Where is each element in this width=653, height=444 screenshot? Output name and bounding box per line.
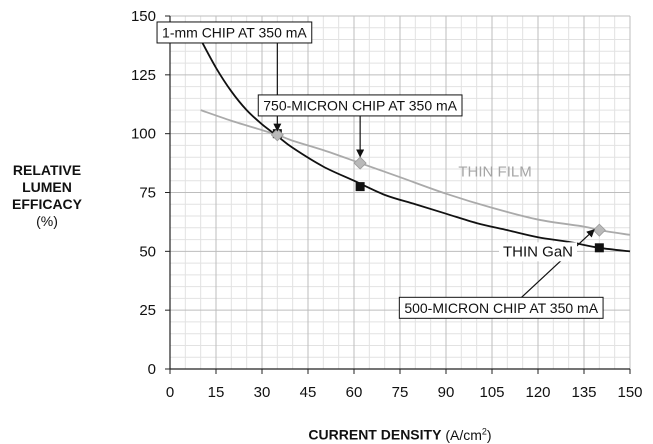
marker-thin-film: [270, 128, 284, 142]
x-tick-label: 45: [300, 384, 317, 401]
x-axis-title: CURRENT DENSITY (A/cm2): [170, 426, 630, 443]
annotation-label: 750-MICRON CHIP AT 350 mA: [263, 97, 457, 113]
x-axis-unit-prefix: (A/cm: [445, 426, 482, 443]
x-tick-label: 75: [392, 384, 409, 401]
x-axis-unit-suffix: ): [486, 426, 492, 443]
y-axis-title: RELATIVE LUMEN EFFICACY (%): [0, 162, 94, 230]
series-label-thin-film-group: THIN FILM: [458, 163, 531, 180]
y-tick-label: 0: [148, 361, 156, 378]
marker-thin-gan: [355, 182, 365, 192]
marker-thin-film: [353, 156, 367, 170]
x-tick-label: 15: [208, 384, 225, 401]
annotations: 1-mm CHIP AT 350 mA 750-MICRON CHIP AT 35…: [156, 21, 604, 319]
y-axis-title-line-3: EFFICACY: [12, 196, 82, 212]
annotation-box: [398, 296, 604, 319]
x-tick-label: 135: [571, 384, 596, 401]
annotation-box: [156, 21, 313, 44]
axes: [165, 15, 631, 374]
x-axis-unit-sup: 2: [481, 426, 487, 436]
series-label-thin-gan-group: THIN GaN: [498, 242, 578, 262]
marker-thin-film: [592, 223, 606, 237]
x-tick-label: 120: [525, 384, 550, 401]
series-markers: [270, 128, 606, 253]
annotation-1: 1-mm CHIP AT 350 mA: [156, 21, 313, 132]
series-line-thin-gan: [199, 39, 631, 253]
y-axis-title-line-2: LUMEN: [22, 179, 72, 195]
y-tick-label: 125: [131, 67, 156, 84]
series-label-thin-gan-bg: [498, 242, 578, 262]
annotation-label: 500-MICRON CHIP AT 350 mA: [404, 300, 598, 316]
annotation-arrow: [521, 229, 595, 298]
y-tick-label: 25: [139, 302, 156, 319]
y-axis-unit: (%): [36, 213, 58, 229]
y-tick-label: 100: [131, 126, 156, 143]
marker-thin-gan: [594, 243, 604, 253]
annotation-label: 1-mm CHIP AT 350 mA: [162, 24, 307, 40]
x-axis-title-text: CURRENT DENSITY: [308, 426, 442, 443]
x-tick-label: 150: [617, 384, 642, 401]
annotation-3: 500-MICRON CHIP AT 350 mA: [398, 229, 604, 319]
x-axis-unit: (A/cm2): [445, 426, 492, 443]
annotation-2: 750-MICRON CHIP AT 350 mA: [257, 94, 463, 158]
x-tick-labels: 0 15 30 45 60 75 90 105 120 135 150: [166, 384, 643, 401]
series-lines: [199, 39, 631, 253]
y-tick-label: 150: [131, 8, 156, 25]
x-tick-label: 105: [479, 384, 504, 401]
series-labels: THIN GaN THIN FILM: [458, 163, 578, 262]
y-tick-label: 50: [139, 243, 156, 260]
series-line-thin-film: [200, 109, 631, 236]
x-tick-label: 60: [346, 384, 363, 401]
series-label-thin-gan: THIN GaN: [503, 243, 573, 260]
y-tick-label: 75: [139, 185, 156, 202]
x-tick-label: 90: [438, 384, 455, 401]
series-label-thin-film: THIN FILM: [458, 163, 531, 180]
y-tick-labels: 0 25 50 75 100 125 150: [131, 8, 156, 378]
x-tick-label: 0: [166, 384, 174, 401]
x-tick-label: 30: [254, 384, 271, 401]
y-axis-title-line-1: RELATIVE: [12, 162, 82, 178]
